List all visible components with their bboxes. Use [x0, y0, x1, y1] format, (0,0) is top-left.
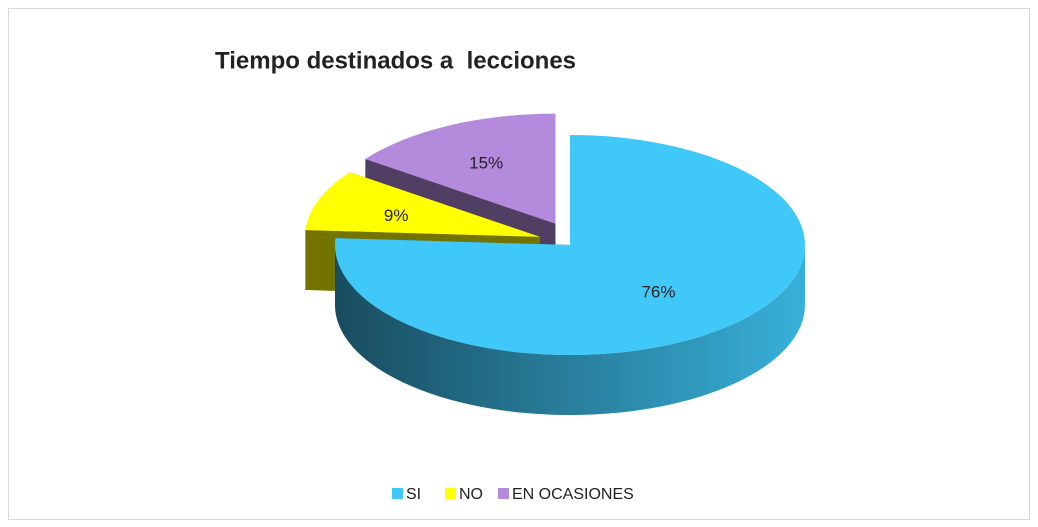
data-label: 15%	[469, 153, 503, 172]
data-label: 9%	[384, 206, 409, 225]
legend: SI NO EN OCASIONES	[392, 486, 634, 503]
chart-title: Tiempo destinados a lecciones	[215, 47, 576, 74]
pie: 15% 9% 76%	[305, 113, 805, 415]
slice-wall-shade	[335, 245, 805, 415]
legend-swatch	[498, 488, 509, 499]
legend-label: NO	[459, 486, 483, 503]
legend-swatch	[392, 488, 403, 499]
legend-swatch	[445, 488, 456, 499]
pie-slice	[334, 135, 805, 415]
slice-top	[305, 172, 540, 237]
data-label: 76%	[641, 283, 675, 302]
legend-label: SI	[406, 486, 421, 503]
slice-top	[365, 113, 556, 224]
slice-top	[334, 135, 805, 355]
legend-label: EN OCASIONES	[512, 486, 634, 503]
